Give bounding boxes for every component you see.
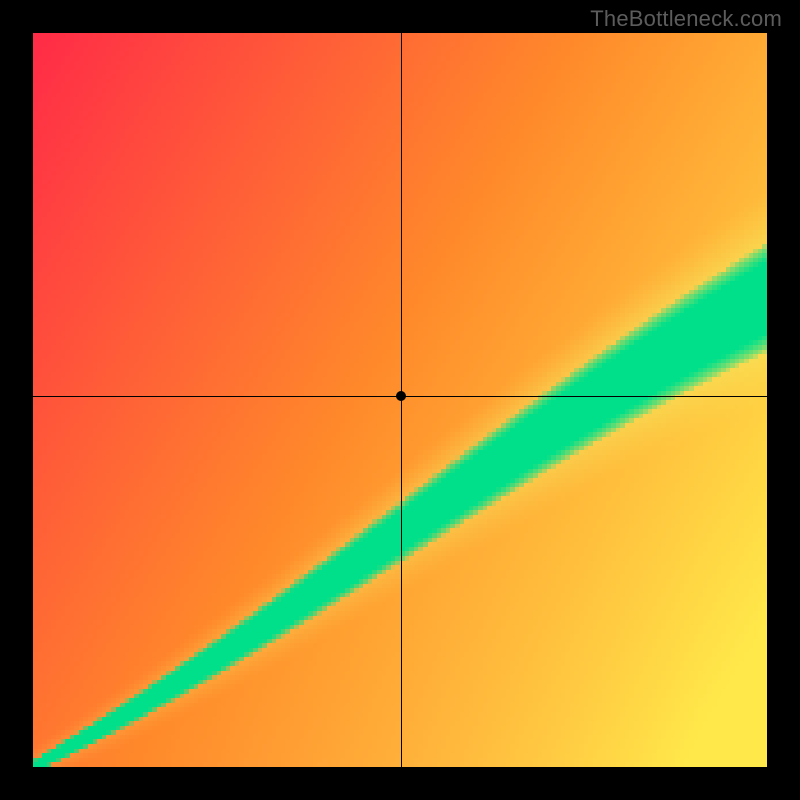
crosshair-marker-dot [396,391,406,401]
chart-page: TheBottleneck.com [0,0,800,800]
heatmap-plot-area [33,33,767,767]
watermark-text: TheBottleneck.com [590,6,782,32]
